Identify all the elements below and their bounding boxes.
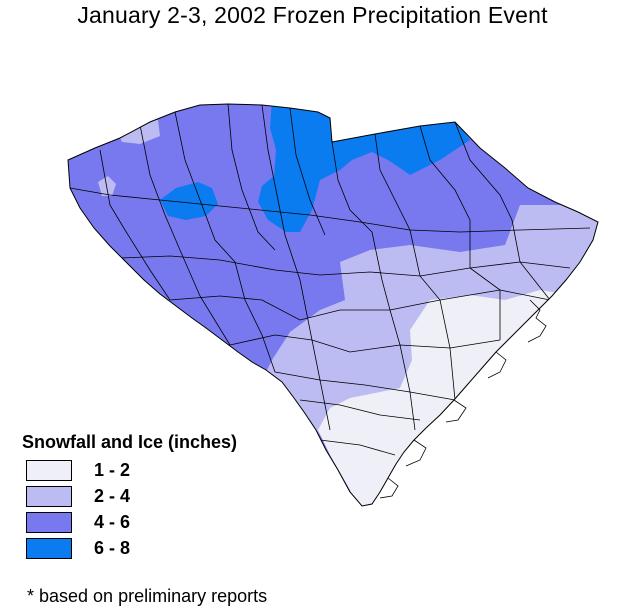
map-title: January 2-3, 2002 Frozen Precipitation E… <box>77 2 548 28</box>
legend-item: 2 - 4 <box>22 483 237 509</box>
legend-swatch <box>26 485 72 507</box>
legend-swatch <box>26 537 72 559</box>
county-lines <box>69 104 591 456</box>
legend-label: 6 - 8 <box>94 537 131 558</box>
zone-6-8-north <box>258 104 470 232</box>
legend-item: 1 - 2 <box>22 457 237 483</box>
legend-label: 4 - 6 <box>94 511 131 532</box>
legend-swatch <box>26 511 72 533</box>
legend-item: 6 - 8 <box>22 535 237 561</box>
coastline-detail <box>379 299 547 499</box>
legend-swatch <box>26 459 72 481</box>
legend-label: 1 - 2 <box>94 459 131 480</box>
zone-2-4-w <box>98 176 116 196</box>
map-legend: Snowfall and Ice (inches) 1 - 2 2 - 4 4 … <box>22 432 237 561</box>
zone-2-4-nw <box>118 120 160 144</box>
legend-title: Snowfall and Ice (inches) <box>22 432 238 452</box>
zone-6-8-west <box>160 182 218 220</box>
footnote: * based on preliminary reports <box>27 586 268 606</box>
legend-item: 4 - 6 <box>22 509 237 535</box>
legend-label: 2 - 4 <box>94 485 131 506</box>
